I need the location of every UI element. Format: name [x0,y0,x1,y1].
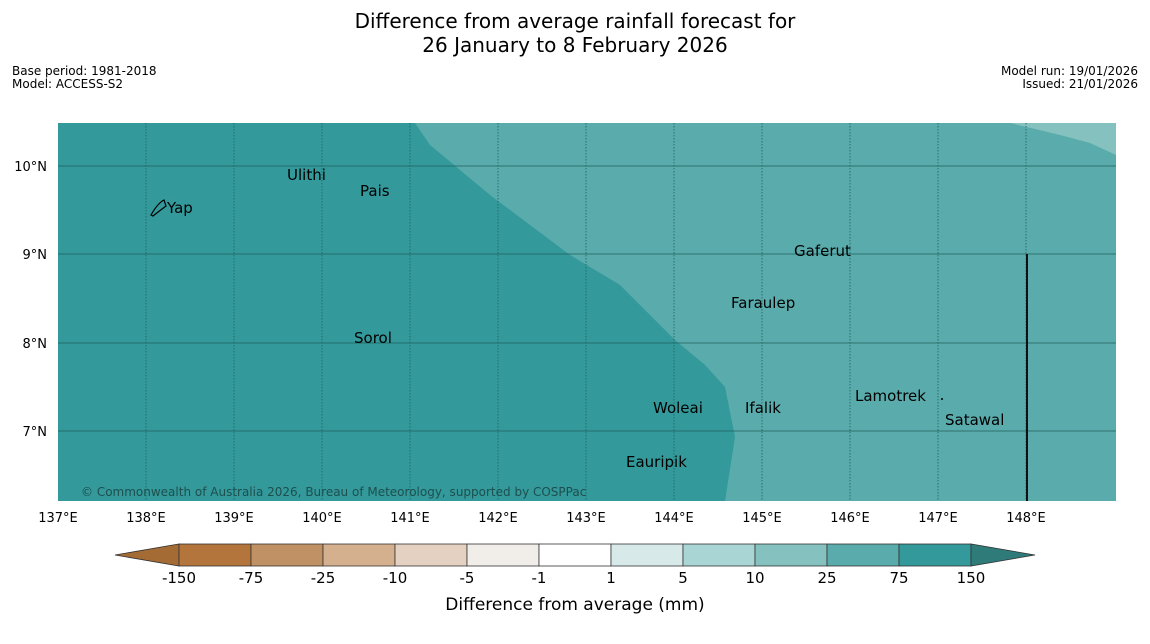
island-dot [941,398,943,400]
lat-label: 10°N [14,160,47,175]
lon-label: 145°E [742,511,782,526]
colorbar-extend-low [114,543,180,567]
lon-label: 137°E [38,511,78,526]
colorbar-tick: 1 [606,569,616,587]
colorbar-boxes [114,543,1036,567]
place-label: Woleai [653,399,703,417]
very-wet-zone [58,123,735,501]
model-info: Base period: 1981-2018 Model: ACCESS-S2 [12,65,157,91]
lat-label: 9°N [23,248,48,263]
copyright-text: © Commonwealth of Australia 2026, Bureau… [81,485,586,499]
model-name: Model: ACCESS-S2 [12,77,124,91]
lon-label: 147°E [918,511,958,526]
title-line-1: Difference from average rainfall forecas… [354,9,796,33]
place-label: Ifalik [745,399,781,417]
lat-label: 8°N [23,337,48,352]
map-area: Ulithi Pais Yap Gaferut Faraulep Sorol L… [58,123,1116,501]
place-labels: Ulithi Pais Yap Gaferut Faraulep Sorol L… [150,166,1004,471]
lon-label: 141°E [390,511,430,526]
place-label: Eauripik [626,453,687,471]
issued-date: Issued: 21/01/2026 [1022,77,1138,91]
colorbar-box [826,543,900,567]
colorbar-box [754,543,828,567]
place-label: Gaferut [794,242,851,260]
lon-label: 138°E [126,511,166,526]
yap-island-icon [150,199,167,217]
title-line-2: 26 January to 8 February 2026 [422,33,728,57]
colorbar-label: Difference from average (mm) [445,595,704,615]
colorbar-box [322,543,396,567]
lon-label: 148°E [1006,511,1046,526]
colorbar-tick: -75 [239,569,264,587]
colorbar-tick: -25 [311,569,336,587]
map-title: Difference from average rainfall forecas… [0,9,1150,57]
colorbar-tick: -150 [162,569,196,587]
colorbar-tick: 5 [678,569,688,587]
colorbar-box [250,543,324,567]
place-label: Faraulep [731,294,795,312]
place-label: Satawal [945,411,1004,429]
colorbar-box [394,543,468,567]
colorbar-tick: -1 [532,569,547,587]
colorbar-extend-high [970,543,1036,567]
latitude-labels: 10°N 9°N 8°N 7°N [14,160,47,440]
lon-label: 139°E [214,511,254,526]
colorbar-ticks: -150 -75 -25 -10 -5 -1 1 5 10 25 75 150 [162,569,985,587]
place-label: Lamotrek [855,387,926,405]
colorbar-tick: 25 [817,569,836,587]
place-label: Pais [360,182,390,200]
colorbar-tick: -10 [383,569,408,587]
model-run: Model run: 19/01/2026 [1000,64,1138,78]
colorbar-box [682,543,756,567]
colorbar-tick: 150 [957,569,986,587]
place-label: Ulithi [287,166,326,184]
moderately-wet-zone [1010,123,1116,155]
lon-label: 143°E [566,511,606,526]
graticule [145,123,1027,501]
place-label: Sorol [354,329,392,347]
lon-label: 144°E [654,511,694,526]
colorbar-box [178,543,252,567]
colorbar-box [538,543,612,567]
colorbar-tick: 10 [745,569,764,587]
colorbar-box [466,543,540,567]
base-period: Base period: 1981-2018 [12,64,157,78]
lon-label: 142°E [478,511,518,526]
parallels [58,165,1116,432]
longitude-labels: 137°E 138°E 139°E 140°E 141°E 142°E 143°… [38,511,1046,526]
colorbar-box [898,543,972,567]
colorbar-legend: -150 -75 -25 -10 -5 -1 1 5 10 25 75 150 … [114,543,1036,615]
issue-info: Model run: 19/01/2026 Issued: 21/01/2026 [1001,65,1138,91]
colorbar-box [610,543,684,567]
place-label: Yap [166,199,193,217]
colorbar-tick: 75 [889,569,908,587]
lat-label: 7°N [23,425,48,440]
lon-label: 140°E [302,511,342,526]
colorbar-tick: -5 [460,569,475,587]
lon-label: 146°E [830,511,870,526]
